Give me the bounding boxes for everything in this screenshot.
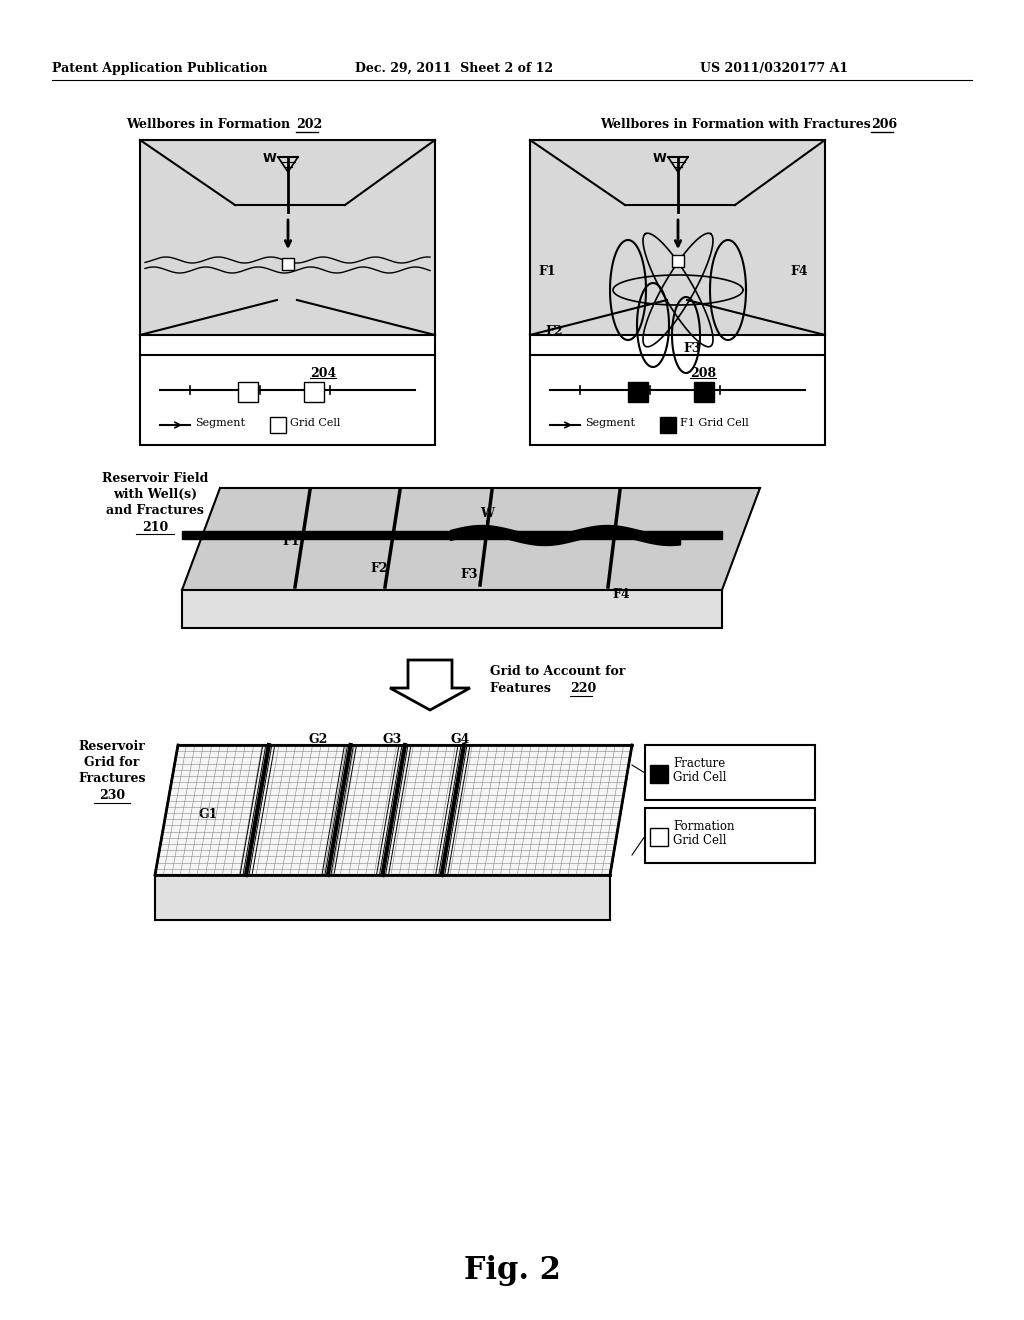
Text: Grid Cell: Grid Cell: [673, 834, 726, 847]
Text: Wellbores in Formation: Wellbores in Formation: [127, 117, 295, 131]
Text: Reservoir Field: Reservoir Field: [101, 473, 208, 484]
Bar: [650, 766, 668, 783]
Bar: [270, 417, 286, 433]
Bar: [672, 255, 684, 267]
Text: 206: 206: [871, 117, 897, 131]
Bar: [304, 381, 324, 403]
Bar: [140, 140, 435, 335]
Text: Patent Application Publication: Patent Application Publication: [52, 62, 267, 75]
Text: and Fractures: and Fractures: [106, 504, 204, 517]
Text: Grid for: Grid for: [84, 756, 139, 770]
Bar: [660, 417, 676, 433]
Text: G3: G3: [382, 733, 401, 746]
Text: F1 Grid Cell: F1 Grid Cell: [680, 418, 749, 428]
Text: F2: F2: [545, 325, 562, 338]
Text: 210: 210: [142, 521, 168, 535]
Text: Fracture: Fracture: [673, 756, 725, 770]
Bar: [645, 808, 815, 863]
Text: Fractures: Fractures: [78, 772, 145, 785]
Bar: [140, 355, 435, 445]
Text: Segment: Segment: [585, 418, 635, 428]
Bar: [530, 140, 825, 335]
Text: F2: F2: [370, 562, 388, 576]
Text: Grid Cell: Grid Cell: [673, 771, 726, 784]
Text: F4: F4: [612, 587, 630, 601]
Text: G1: G1: [199, 808, 218, 821]
Text: Reservoir: Reservoir: [79, 741, 145, 752]
Text: 204: 204: [310, 367, 336, 380]
Text: Dec. 29, 2011  Sheet 2 of 12: Dec. 29, 2011 Sheet 2 of 12: [355, 62, 553, 75]
Text: F4: F4: [790, 265, 808, 279]
Text: F3: F3: [683, 342, 700, 355]
Bar: [530, 355, 825, 445]
Text: Fig. 2: Fig. 2: [464, 1255, 560, 1286]
Text: F1: F1: [538, 265, 556, 279]
Text: with Well(s): with Well(s): [113, 488, 197, 502]
Text: 208: 208: [690, 367, 716, 380]
Bar: [694, 381, 714, 403]
Text: Grid Cell: Grid Cell: [290, 418, 340, 428]
Text: W: W: [480, 507, 494, 520]
Polygon shape: [155, 744, 632, 875]
Text: W: W: [262, 152, 276, 165]
Text: Grid to Account for: Grid to Account for: [490, 665, 626, 678]
Text: F3: F3: [460, 568, 477, 581]
Bar: [238, 381, 258, 403]
Text: Features: Features: [490, 682, 555, 696]
Polygon shape: [155, 875, 610, 920]
Text: 220: 220: [570, 682, 596, 696]
Text: US 2011/0320177 A1: US 2011/0320177 A1: [700, 62, 848, 75]
Text: G2: G2: [308, 733, 328, 746]
Bar: [628, 381, 648, 403]
Text: Formation: Formation: [673, 820, 734, 833]
Text: 230: 230: [99, 789, 125, 803]
Polygon shape: [182, 590, 722, 628]
Bar: [282, 257, 294, 271]
Text: W: W: [652, 152, 666, 165]
Text: F1: F1: [282, 535, 300, 548]
Polygon shape: [390, 660, 470, 710]
Bar: [645, 744, 815, 800]
Text: 202: 202: [296, 117, 323, 131]
Text: G4: G4: [451, 733, 470, 746]
Text: Wellbores in Formation with Fractures: Wellbores in Formation with Fractures: [600, 117, 876, 131]
Bar: [650, 828, 668, 846]
Polygon shape: [182, 488, 760, 590]
Text: Segment: Segment: [195, 418, 245, 428]
